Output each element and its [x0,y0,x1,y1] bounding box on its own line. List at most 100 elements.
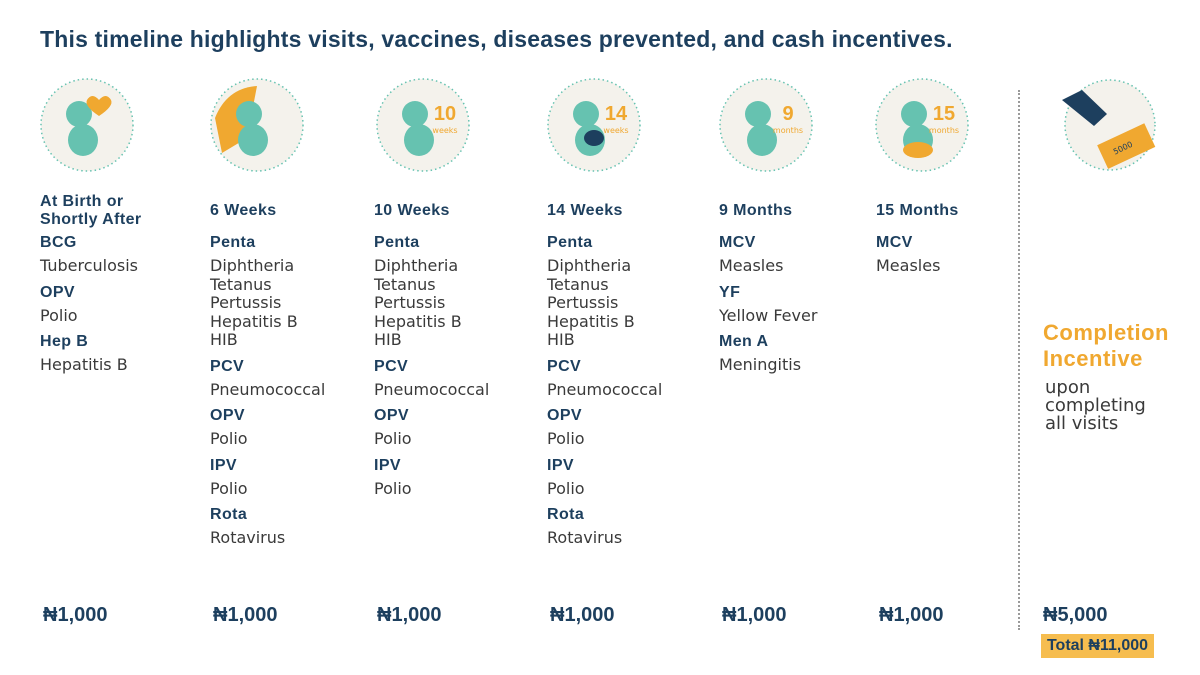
title: This timeline highlights visits, vaccine… [40,26,953,52]
disease: Pneumococcal [374,379,490,399]
icon-unit: months [929,126,959,135]
diseases: Tuberculosis [40,256,200,276]
vaccine: Penta Diphtheria Tetanus Pertussis Hepatitis… [210,232,370,350]
icon-number: 10 [434,103,456,125]
visit-label: At Birth or Shortly After [40,193,142,228]
hand [1062,90,1107,126]
vaccine-name: Penta [210,234,256,251]
disease: Tetanus [210,274,272,294]
disease: Pertussis [374,293,446,312]
disease: Hepatitis B [547,311,635,331]
diseases: Pneumococcal [547,379,707,400]
diseases: Polio [374,429,534,449]
vaccine: IPV Polio [210,455,370,499]
diseases: Polio [40,306,200,326]
icon-number: 9 [782,103,793,125]
divider [1018,90,1020,630]
diseases: Meningitis [719,355,879,375]
baby-body [404,124,434,156]
vaccine: OPV Polio [210,405,370,449]
vaccine: MCV Measles [719,232,879,276]
disease: Tetanus [374,274,436,294]
vaccine: Penta Diphtheria Tetanus Pertussis Hepatitis… [547,232,707,350]
baby-body [68,124,98,156]
diseases: Polio [210,429,370,449]
completion-description: upon completing all visits [1045,377,1146,434]
disease: Hepatitis B [40,355,128,374]
completion-icon: 5000 [1062,79,1156,171]
visit-column: 15 Months MCV Measles [876,190,1036,276]
vaccine-name: IPV [547,456,574,474]
icon-number: 14 [605,103,628,125]
visit-column: 14 Weeks Penta Diphtheria Tetanus Pertussis H… [547,190,707,548]
baby-head [901,101,927,127]
icon-number: 6 [273,103,284,125]
vaccine: IPV Polio [374,455,534,499]
diseases: Diphtheria Tetanus Pertussis Hepatitis B HIB [547,256,707,350]
disease: Yellow Fever [719,305,818,325]
vaccine-name: Penta [374,234,420,251]
visit-label: 6 Weeks [210,202,277,219]
disease: Polio [547,478,585,498]
disease: Diphtheria [374,256,459,275]
vaccine-name: OPV [210,407,245,424]
incentive: ₦1,000 [550,604,615,626]
visit-column: 9 Months MCV Measles YF Yellow Fever Men A Men… [719,190,879,375]
disease: Rotavirus [210,528,286,547]
vaccine-name: OPV [374,407,409,424]
disease: Pneumococcal [547,379,663,399]
disease: Rotavirus [547,528,623,547]
icon-unit: weeks [603,126,628,135]
disease: Hepatitis B [210,311,298,331]
disease: Tetanus [547,274,609,294]
heart [86,96,112,116]
disease: Diphtheria [210,256,295,275]
vaccine: YF Yellow Fever [719,282,879,326]
disease: Pneumococcal [210,379,326,399]
diseases: Measles [876,256,1036,276]
vaccine-name: Men A [719,333,769,350]
disease: Pertussis [210,293,282,312]
disease: Measles [719,256,784,275]
incentive: ₦1,000 [43,604,108,626]
vaccine: PCV Pneumococcal [210,356,370,400]
disease: Measles [876,256,941,275]
disease: Pertussis [547,293,619,312]
icon-unit: months [773,126,803,135]
diseases: Hepatitis B [40,355,200,375]
disease: Meningitis [719,355,802,374]
disease: Polio [210,478,248,498]
vaccine-name: PCV [374,357,409,375]
baby-head [745,101,771,127]
vaccine-name: Rota [210,506,248,523]
diaper [584,130,604,146]
visit-label: 15 Months [876,202,959,219]
vaccine: MCV Measles [876,232,1036,276]
vaccine: Rota Rotavirus [547,504,707,548]
vaccine-name: YF [719,283,741,301]
incentive: ₦1,000 [722,604,787,626]
baby-body [747,124,777,156]
disease: HIB [210,330,238,349]
incentive: ₦1,000 [377,604,442,626]
vaccine: Rota Rotavirus [210,504,370,548]
total: Total ₦11,000 [1041,634,1154,658]
vaccine-name: MCV [719,234,756,251]
disease: Polio [210,429,248,448]
baby-head [66,101,92,127]
vaccine: IPV Polio [547,455,707,499]
vaccine: Men A Meningitis [719,331,879,375]
vaccine-name: BCG [40,234,77,251]
vaccine-name: Penta [547,234,593,251]
shorts [903,142,933,158]
vaccine-name: OPV [547,407,582,424]
icon-number: 15 [933,103,955,125]
vaccine: OPV Polio [40,282,200,326]
diseases: Diphtheria Tetanus Pertussis Hepatitis B HIB [374,256,534,350]
visit-column: 10 Weeks Penta Diphtheria Tetanus Pertussis H… [374,190,534,498]
disease: Polio [374,478,412,498]
vaccine-name: IPV [374,456,401,474]
baby-head [236,101,262,127]
